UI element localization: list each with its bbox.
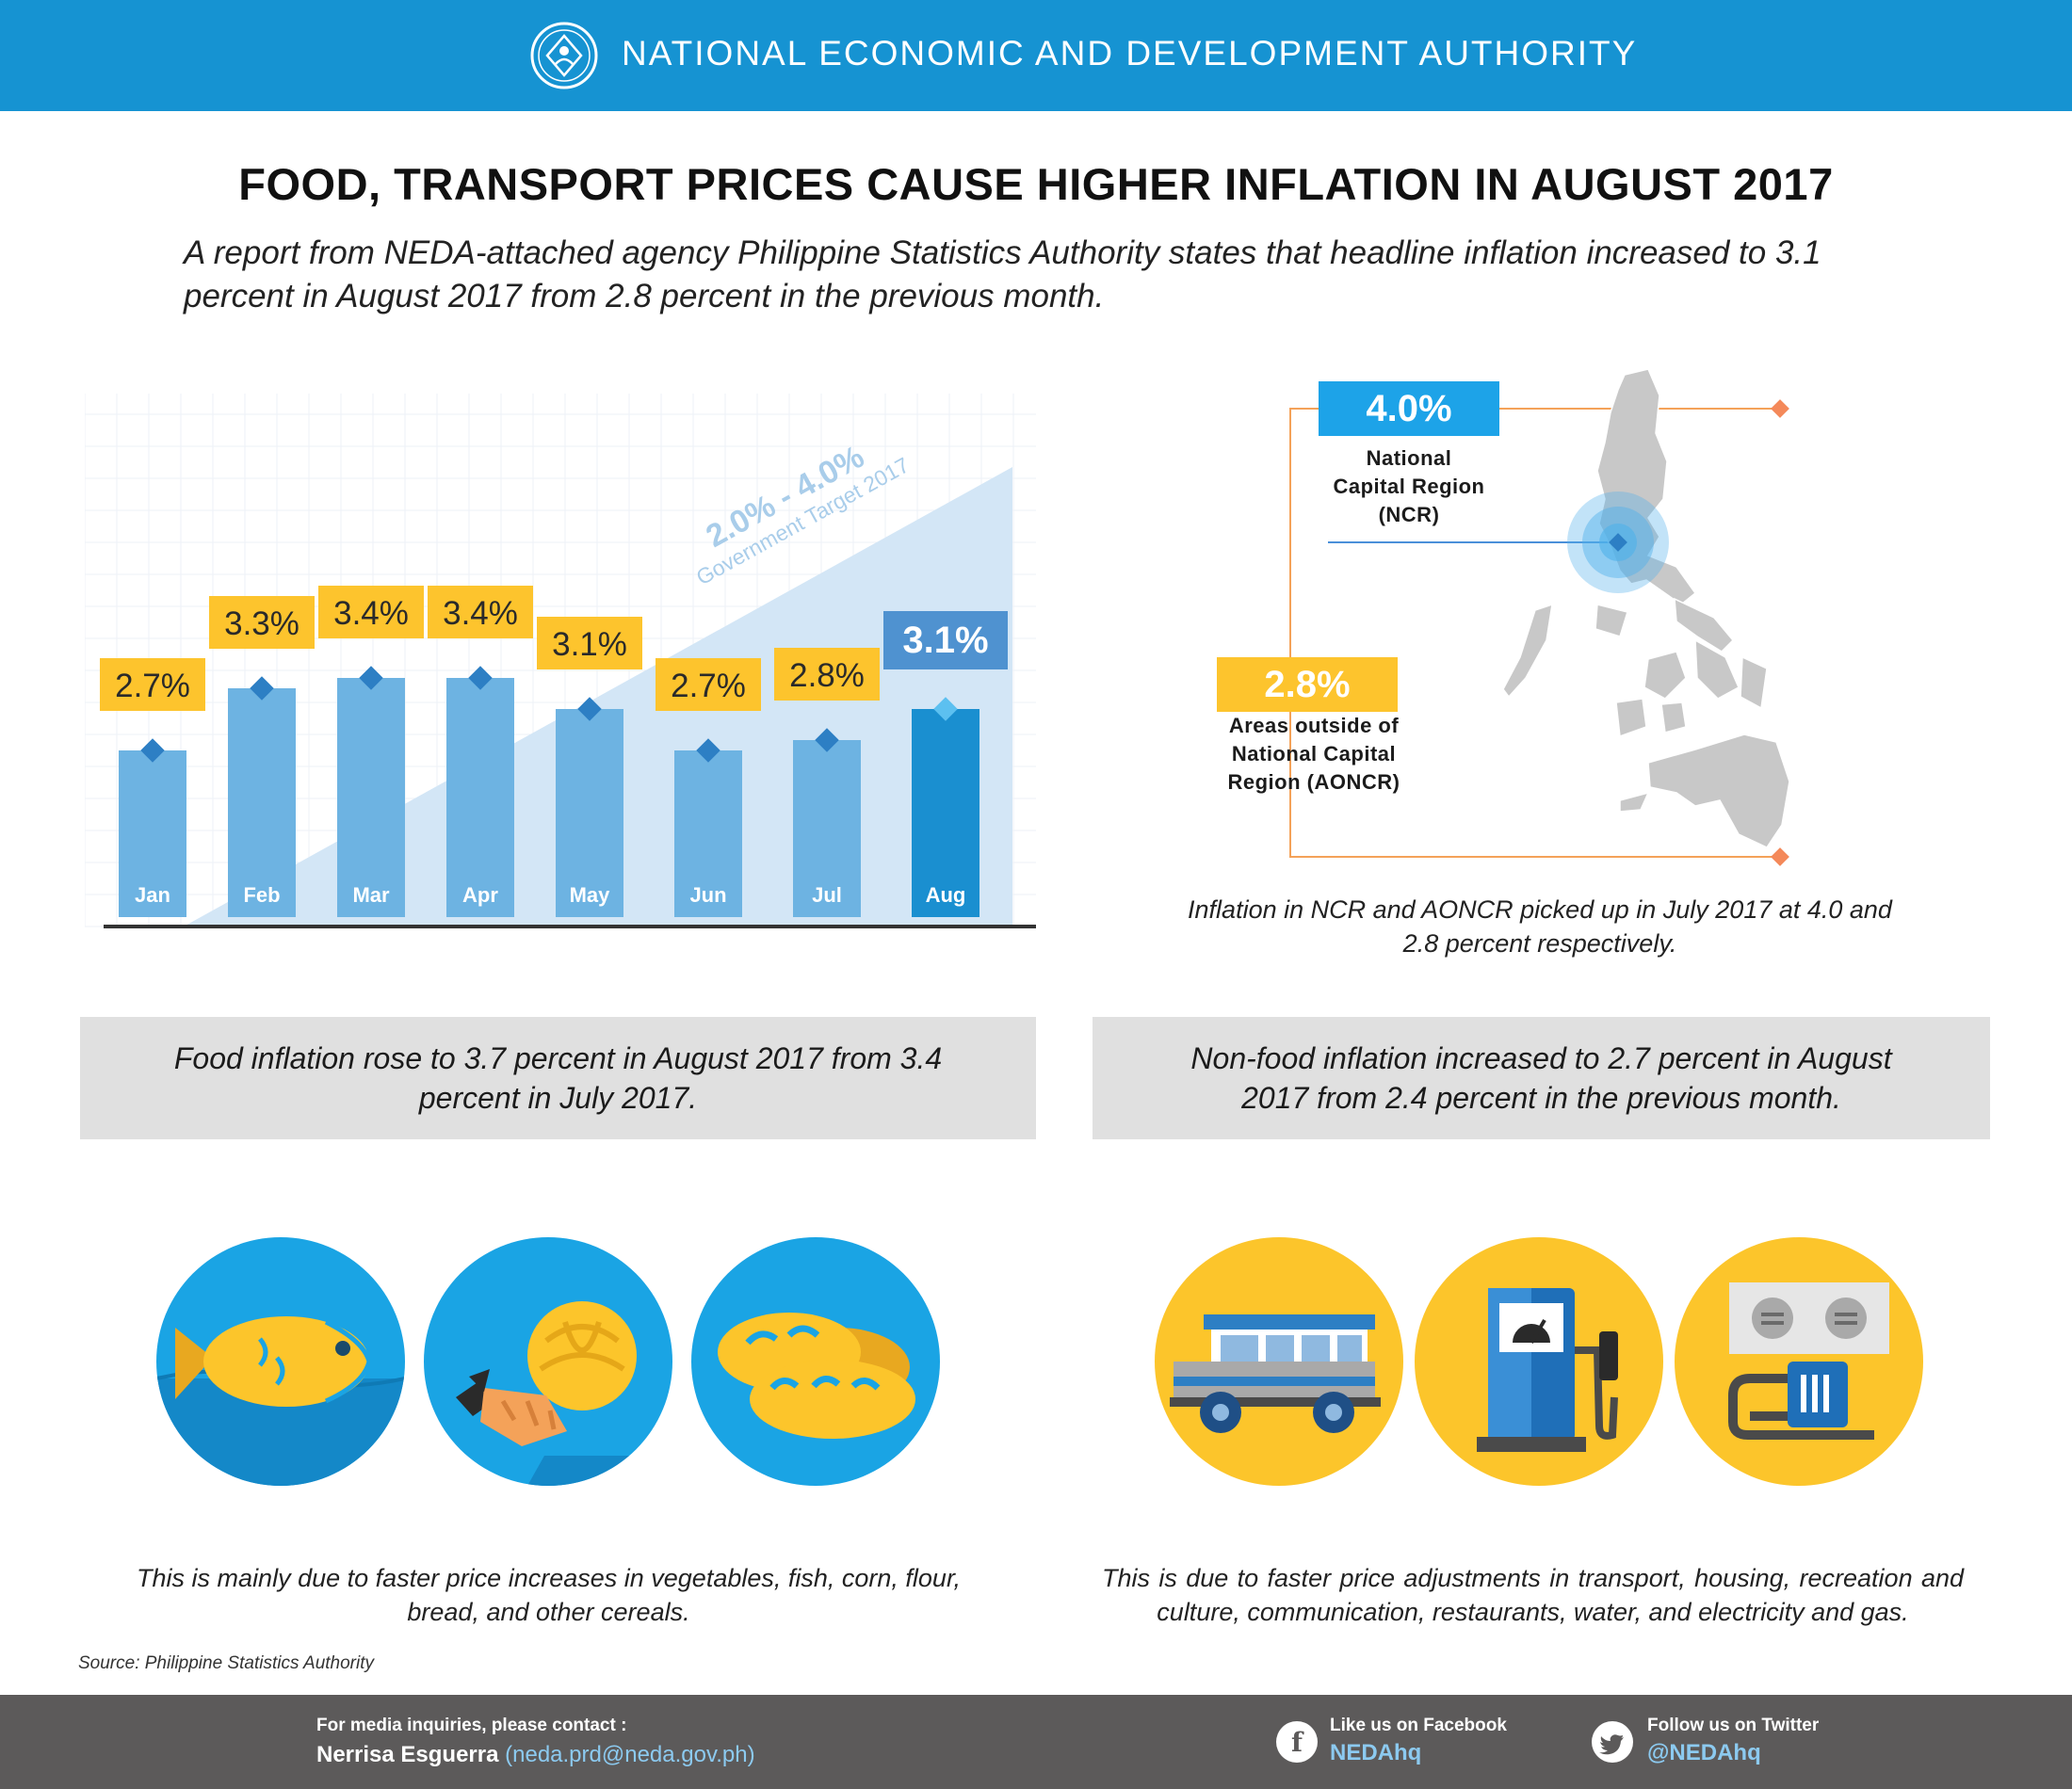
x-tick-label: Apr (462, 883, 498, 907)
bar-feb (228, 688, 296, 917)
twitter-bird-glyph (1599, 1734, 1624, 1755)
bar-mar (337, 678, 405, 917)
bread-icon (691, 1237, 940, 1486)
bar-aug (912, 709, 979, 917)
bar-marker (815, 728, 839, 752)
bar-marker (250, 676, 274, 701)
data-label: 3.1% (552, 626, 627, 663)
vegetables-icon (424, 1237, 672, 1486)
x-tick-label: Feb (243, 883, 280, 907)
data-label-box (318, 586, 424, 638)
bar-may (556, 709, 623, 917)
food-inflation-description: This is mainly due to faster price incre… (137, 1564, 961, 1626)
bar-apr (446, 678, 514, 917)
jeepney-icon (1155, 1237, 1403, 1486)
aoncr-label-line: Areas outside of (1228, 714, 1400, 737)
x-tick-label: May (570, 883, 611, 907)
ncr-label-line: National (1366, 446, 1452, 470)
bar-jul (793, 740, 861, 917)
bar-marker (140, 738, 165, 763)
data-label-box (537, 617, 642, 669)
data-label: 3.1% (902, 620, 988, 661)
philippines-map-icon (1289, 368, 1790, 866)
monthly-inflation-chart: 2.0% - 4.0% Government Target 2017 Jan 2.7%… (85, 384, 1045, 940)
header-bar: NATIONAL ECONOMIC AND DEVELOPMENT AUTHOR… (0, 0, 2072, 111)
nonfood-inflation-summary: Non-food inflation increased to 2.7 perc… (1093, 1017, 1990, 1139)
data-label: 2.7% (115, 668, 190, 704)
data-label-box (774, 648, 880, 701)
bar-marker (933, 697, 958, 721)
ncr-label-line: Capital Region (1333, 475, 1485, 498)
facebook-label: Like us on Facebook (1330, 1716, 1507, 1735)
aoncr-label: Areas outside of National Capital Region… (1206, 712, 1422, 797)
bar-jan (119, 750, 186, 917)
contact-name: Nerrisa Esguerra (316, 1742, 499, 1767)
x-tick-label: Jun (689, 883, 726, 907)
facebook-icon[interactable]: f (1276, 1721, 1318, 1763)
x-tick-label: Jul (812, 883, 842, 907)
data-label-box (428, 586, 533, 638)
aoncr-inflation-value: 2.8% (1217, 657, 1398, 712)
source-note: Source: Philippine Statistics Authority (78, 1653, 375, 1673)
twitter-label: Follow us on Twitter (1647, 1716, 1820, 1735)
bar-marker (359, 666, 383, 690)
data-label-box (656, 658, 761, 711)
ncr-label-line: (NCR) (1378, 503, 1440, 526)
data-label: 3.4% (333, 595, 409, 632)
regional-note: Inflation in NCR and AONCR picked up in … (1188, 895, 1892, 958)
contact-email-link[interactable]: (neda.prd@neda.gov.ph) (505, 1742, 755, 1767)
aoncr-label-line: Region (AONCR) (1227, 770, 1400, 794)
x-tick-label: Aug (926, 883, 966, 907)
bar-marker (696, 738, 720, 763)
data-label-box (209, 596, 315, 649)
fuel-pump-icon (1415, 1237, 1663, 1486)
facebook-handle-link[interactable]: NEDAhq (1330, 1740, 1422, 1765)
fish-icon (156, 1237, 405, 1486)
data-label: 3.4% (443, 595, 518, 632)
bar-marker (468, 666, 493, 690)
aoncr-label-line: National Capital (1231, 742, 1397, 766)
organization-name: NATIONAL ECONOMIC AND DEVELOPMENT AUTHOR… (622, 34, 1638, 73)
intro-text: A report from NEDA-attached agency Phili… (184, 234, 1821, 314)
regional-inflation-panel: 4.0% National Capital Region (NCR) 2.8% … (1206, 358, 2053, 960)
footer-bar: For media inquiries, please contact : Ne… (0, 1695, 2072, 1789)
x-tick-label: Mar (352, 883, 390, 907)
bar-jun (674, 750, 742, 917)
media-contact: Nerrisa Esguerra (neda.prd@neda.gov.ph) (316, 1742, 755, 1768)
data-label-box (883, 611, 1008, 669)
data-label: 3.3% (224, 605, 299, 642)
ncr-inflation-value: 4.0% (1319, 381, 1499, 436)
data-label: 2.7% (671, 668, 746, 704)
bar-marker (577, 697, 602, 721)
data-label-box (100, 658, 205, 711)
twitter-handle-link[interactable]: @NEDAhq (1647, 1740, 1761, 1765)
twitter-icon[interactable] (1592, 1721, 1633, 1763)
x-tick-label: Jan (135, 883, 170, 907)
nonfood-inflation-description: This is due to faster price adjustments … (1102, 1564, 1964, 1626)
neda-seal-icon (530, 22, 598, 89)
chart-canvas: 2.0% - 4.0%Government Target 2017Jan2.7%… (85, 394, 1036, 928)
infographic-title: FOOD, TRANSPORT PRICES CAUSE HIGHER INFL… (238, 159, 1834, 209)
ncr-label: National Capital Region (NCR) (1309, 444, 1509, 529)
media-contact-label: For media inquiries, please contact : (316, 1716, 627, 1735)
electric-outlet-icon (1675, 1237, 1923, 1486)
food-inflation-summary: Food inflation rose to 3.7 percent in Au… (80, 1017, 1036, 1139)
data-label: 2.8% (789, 657, 865, 694)
